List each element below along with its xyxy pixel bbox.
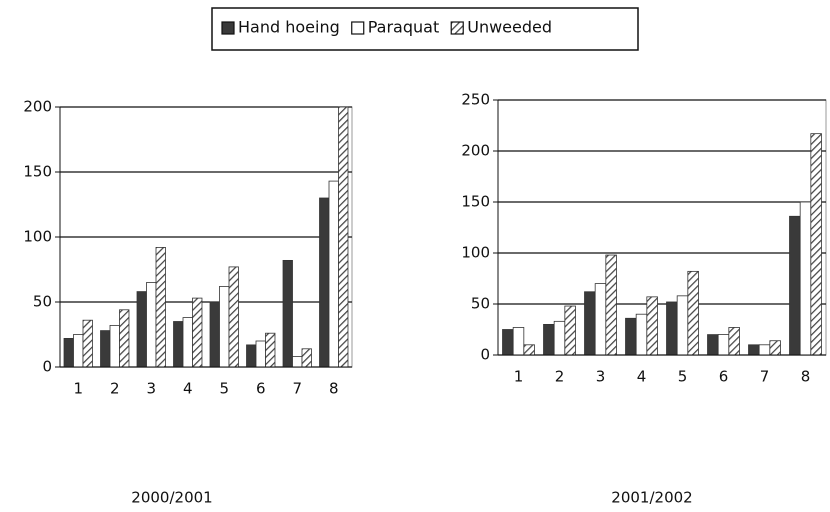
bar xyxy=(292,356,303,368)
bar xyxy=(635,313,648,356)
y-tick-label: 0 xyxy=(42,358,52,376)
y-tick-label: 100 xyxy=(461,244,490,262)
bar xyxy=(502,329,514,356)
legend-box xyxy=(211,7,639,51)
bar xyxy=(82,319,93,368)
bar xyxy=(219,285,230,368)
y-tick-label: 50 xyxy=(471,295,490,313)
bar xyxy=(328,180,339,368)
bar xyxy=(109,324,120,368)
y-tick-label: 50 xyxy=(33,293,52,311)
x-tick-label: 1 xyxy=(73,380,83,398)
bar xyxy=(119,309,130,368)
bar xyxy=(584,291,596,356)
bar xyxy=(192,297,203,368)
bar xyxy=(810,133,822,356)
bar xyxy=(748,344,760,356)
y-tick-label: 100 xyxy=(23,228,52,246)
bar xyxy=(265,332,276,368)
bar xyxy=(282,259,293,368)
bar xyxy=(228,266,239,368)
bar xyxy=(63,337,74,368)
x-tick-label: 6 xyxy=(719,368,729,386)
bar xyxy=(666,301,678,356)
legend-label: Unweeded xyxy=(467,18,552,37)
bar xyxy=(789,215,801,356)
y-tick-label: 200 xyxy=(461,142,490,160)
x-tick-label: 1 xyxy=(514,368,524,386)
bar xyxy=(769,340,781,356)
bar xyxy=(512,327,525,356)
y-tick-label: 150 xyxy=(461,193,490,211)
bar xyxy=(594,283,607,356)
x-tick-label: 2 xyxy=(110,380,120,398)
plot-area xyxy=(497,99,827,356)
legend-swatch xyxy=(221,21,235,35)
bar xyxy=(338,106,349,368)
x-tick-label: 8 xyxy=(329,380,339,398)
bar xyxy=(646,296,658,356)
bar xyxy=(173,321,184,368)
bar xyxy=(73,334,84,368)
bar xyxy=(707,334,719,356)
bar xyxy=(209,301,220,368)
chart-title: 2000/2001 xyxy=(131,489,212,507)
bar xyxy=(564,305,576,356)
legend-swatch xyxy=(351,21,365,35)
x-tick-label: 4 xyxy=(183,380,193,398)
bar xyxy=(625,317,637,356)
bar xyxy=(728,327,740,356)
x-tick-label: 6 xyxy=(256,380,266,398)
x-tick-label: 4 xyxy=(637,368,647,386)
legend-label: Paraquat xyxy=(368,18,440,37)
bar xyxy=(301,348,312,368)
bar xyxy=(155,246,166,368)
y-tick-label: 200 xyxy=(23,98,52,116)
x-tick-label: 2 xyxy=(555,368,565,386)
bar xyxy=(799,201,812,356)
legend-swatch xyxy=(450,21,464,35)
bar xyxy=(676,295,689,356)
y-tick-label: 250 xyxy=(461,91,490,109)
x-tick-label: 5 xyxy=(219,380,229,398)
bar xyxy=(246,344,257,368)
y-tick-label: 0 xyxy=(480,346,490,364)
x-tick-label: 7 xyxy=(292,380,302,398)
x-tick-label: 5 xyxy=(678,368,688,386)
legend-label: Hand hoeing xyxy=(238,18,340,37)
bar xyxy=(146,282,157,368)
bar xyxy=(543,323,555,356)
bar xyxy=(182,317,193,368)
bar xyxy=(758,344,771,356)
bar xyxy=(687,270,699,356)
bar xyxy=(553,320,566,356)
x-tick-label: 8 xyxy=(801,368,811,386)
x-tick-label: 7 xyxy=(760,368,770,386)
bar xyxy=(319,197,330,368)
bar xyxy=(255,340,266,368)
bar xyxy=(100,330,111,368)
bar xyxy=(717,334,730,356)
x-tick-label: 3 xyxy=(146,380,156,398)
bar xyxy=(136,291,147,368)
x-tick-label: 3 xyxy=(596,368,606,386)
y-tick-label: 150 xyxy=(23,163,52,181)
bar xyxy=(523,344,535,356)
bar xyxy=(605,254,617,356)
chart-title: 2001/2002 xyxy=(611,489,692,507)
